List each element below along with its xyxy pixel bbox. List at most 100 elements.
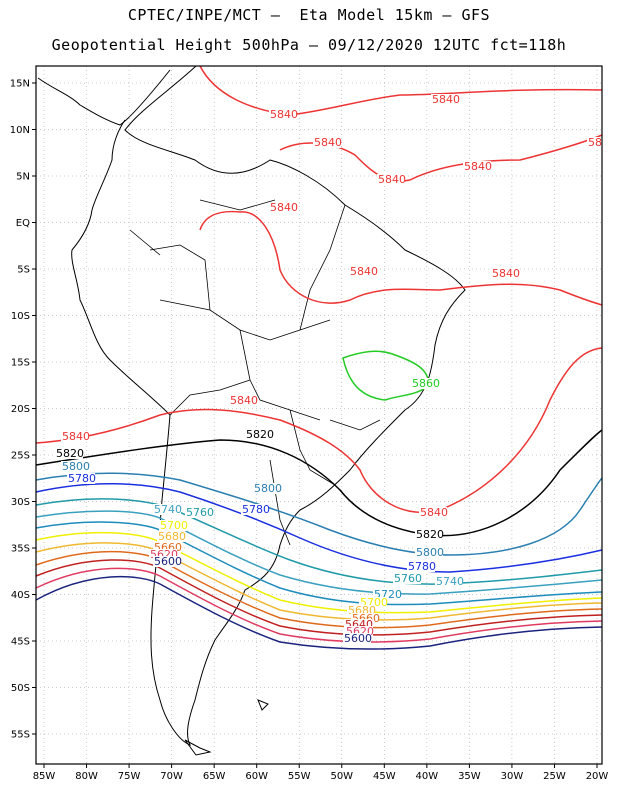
contour-label-5860: 5860 <box>412 377 440 390</box>
graticule <box>36 66 602 764</box>
y-tick-label: 35S <box>11 544 30 555</box>
y-tick-label: 45S <box>11 637 30 648</box>
contour-label-5700: 5700 <box>160 519 188 532</box>
contour-5840-center <box>199 210 603 306</box>
contour-label-5840: 5840 <box>378 173 406 186</box>
tierra-del-fuego <box>184 739 212 756</box>
contour-label-bg <box>415 529 443 540</box>
contour-label-bg <box>411 378 439 389</box>
y-tick-label: 50S <box>11 683 30 694</box>
contour-label-5840: 5840 <box>492 267 520 280</box>
contour-label-5840: 5840 <box>464 160 492 173</box>
contour-label-bg <box>407 561 435 572</box>
contour-label-bg <box>185 507 213 518</box>
contour-label-bg <box>269 202 297 213</box>
contour-label-bg <box>351 613 379 624</box>
contour-label-5820: 5820 <box>416 528 444 541</box>
contour-label-bg <box>67 473 95 484</box>
contour-label-5780: 5780 <box>68 472 96 485</box>
contour-label-5840: 5840 <box>270 201 298 214</box>
contour-label-bg <box>245 429 273 440</box>
x-tick-label: 80W <box>75 771 98 782</box>
contour-5840-north <box>199 65 603 116</box>
x-tick-label: 65W <box>203 771 226 782</box>
contour-label-bg <box>253 483 281 494</box>
contour-label-bg <box>491 268 519 279</box>
contour-label-bg <box>153 556 181 567</box>
contour-label-bg <box>435 576 463 587</box>
contour-labels: 5840 5840 5840 5840 5840 58 5840 5840 5840 5840 58… <box>55 93 602 645</box>
south-america-coast <box>71 65 466 746</box>
x-tick-label: 75W <box>118 771 141 782</box>
contour-5760 <box>35 498 603 585</box>
y-tick-label: 10N <box>10 125 30 136</box>
x-tick-label: 45W <box>373 771 396 782</box>
contour-label-bg <box>419 507 447 518</box>
contour-5860 <box>342 350 429 401</box>
contour-label-5840: 5840 <box>350 265 378 278</box>
contour-label-bg <box>61 461 89 472</box>
contour-5640 <box>35 559 603 636</box>
contour-label-bg <box>313 137 341 148</box>
contour-label-5820: 5820 <box>246 428 274 441</box>
y-tick-label: 10S <box>11 311 30 322</box>
y-tick-label: 15N <box>10 79 30 90</box>
contour-label-5820: 5820 <box>56 447 84 460</box>
contour-label-bg <box>345 626 373 637</box>
x-tick-label: 50W <box>330 771 353 782</box>
y-tick-label: EQ <box>16 218 30 229</box>
contour-5800 <box>35 472 603 556</box>
contour-5780 <box>35 482 603 573</box>
country-borders <box>129 199 381 546</box>
contour-label-5840: 5840 <box>420 506 448 519</box>
contour-label-5800: 5800 <box>254 482 282 495</box>
contour-label-bg <box>431 94 459 105</box>
contour-label-5840: 5840 <box>230 394 258 407</box>
contour-label-5800: 5800 <box>62 460 90 473</box>
x-tick-label: 25W <box>543 771 566 782</box>
contour-5600 <box>35 575 603 650</box>
contour-label-bg <box>347 605 375 616</box>
y-tick-label: 40S <box>11 590 30 601</box>
contour-label-5760: 5760 <box>394 572 422 585</box>
contour-label-5840: 5840 <box>270 108 298 121</box>
contour-label-bg <box>153 504 181 515</box>
contour-label-5600: 5600 <box>154 555 182 568</box>
x-tick-label: 35W <box>458 771 481 782</box>
contour-label-bg <box>587 137 602 148</box>
contour-5720 <box>35 521 603 606</box>
map-title-line2: Geopotential Height 500hPa – 09/12/2020 … <box>51 36 567 54</box>
contour-label-bg <box>61 431 89 442</box>
x-tick-label: 70W <box>160 771 183 782</box>
contour-label-5760: 5760 <box>186 506 214 519</box>
contour-lines <box>35 65 603 650</box>
contour-5740 <box>35 510 603 595</box>
central-america-coast <box>37 69 171 126</box>
contour-5820 <box>35 429 603 537</box>
contour-label-bg <box>393 573 421 584</box>
contour-5840-south <box>35 347 603 513</box>
contour-label-bg <box>377 174 405 185</box>
y-tick-label: 55S <box>11 730 30 741</box>
y-axis: 15N 10N 5N EQ 5S 10S 15S 20S 25S 30S 35S 40S 45S 50S 5… <box>10 79 36 741</box>
y-tick-label: 5S <box>17 265 30 276</box>
contour-label-bg <box>344 619 372 630</box>
contour-label-bg <box>349 266 377 277</box>
contour-5620 <box>35 567 603 643</box>
contour-label-5780: 5780 <box>242 503 270 516</box>
contour-label-bg <box>229 395 257 406</box>
x-tick-label: 40W <box>416 771 439 782</box>
contour-label-5840: 58 <box>588 136 602 149</box>
contour-label-bg <box>55 448 83 459</box>
contour-label-5740: 5740 <box>154 503 182 516</box>
coastlines <box>37 65 466 756</box>
contour-label-bg <box>415 547 443 558</box>
contour-label-bg <box>269 109 297 120</box>
y-tick-label: 30S <box>11 497 30 508</box>
contour-label-bg <box>463 161 491 172</box>
map-title-line1: CPTEC/INPE/MCT – Eta Model 15km – GFS <box>127 6 491 24</box>
contour-label-bg <box>343 633 371 644</box>
y-tick-label: 15S <box>11 358 30 369</box>
contour-5680 <box>35 542 603 621</box>
